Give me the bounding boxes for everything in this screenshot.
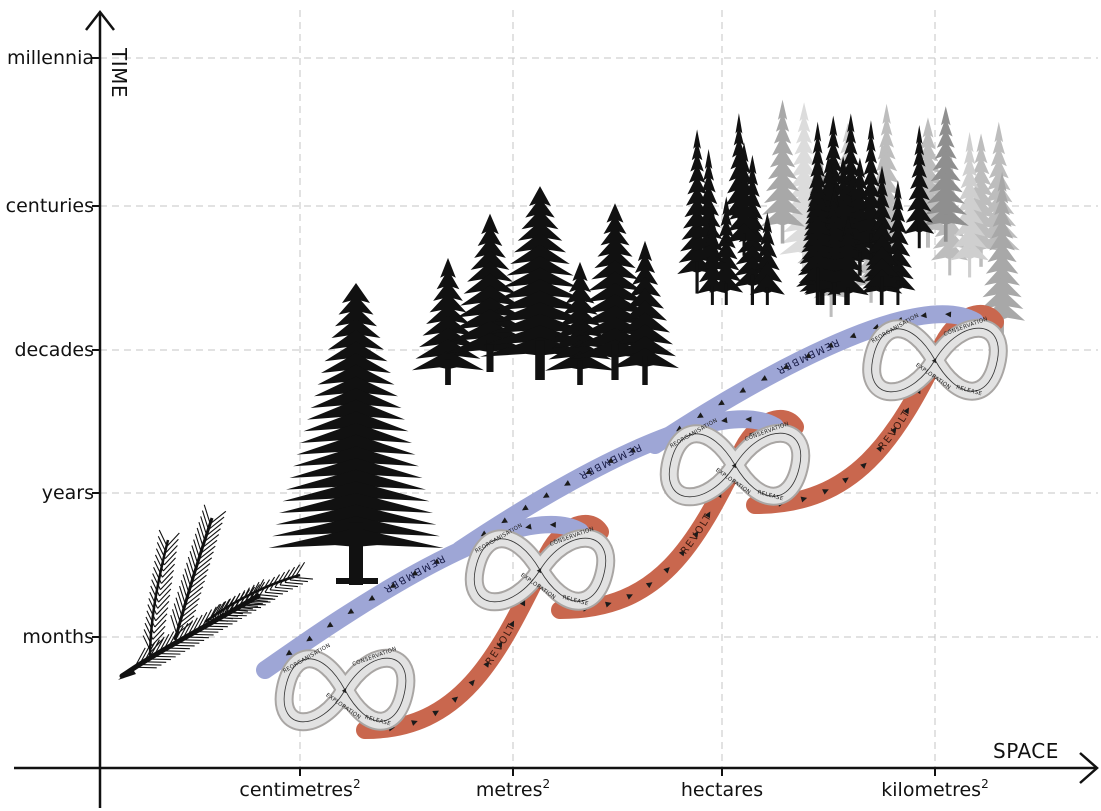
space-scale-base: kilometres — [881, 779, 981, 801]
tree-icon — [611, 240, 679, 385]
tree-group-icon — [412, 186, 679, 385]
tree-icon — [862, 165, 902, 305]
single-tree-icon — [268, 283, 444, 585]
space-scale-label: kilometres2 — [881, 777, 988, 801]
time-scale-label: months — [22, 626, 94, 648]
pine-branch-icon — [118, 504, 313, 680]
tree-icon — [724, 142, 764, 256]
space-scale-base: centimetres — [239, 779, 353, 801]
remember-band-label: REMEMBER — [774, 336, 841, 376]
space-scale-base: metres — [476, 779, 543, 801]
space-scale-sup: 2 — [981, 777, 989, 791]
x-axis — [14, 752, 1099, 784]
space-scale-base: hectares — [681, 779, 763, 801]
tree-icon — [922, 106, 969, 242]
forest-icon — [677, 99, 1026, 341]
tree-icon — [979, 171, 1026, 341]
space-scale-label: metres2 — [476, 777, 550, 801]
y-axis — [85, 9, 115, 808]
y-axis-title: TIME — [107, 47, 131, 98]
tree-icon — [749, 212, 785, 305]
time-scale-label: millennia — [7, 47, 94, 69]
tree-icon — [760, 99, 805, 244]
illustrations — [118, 99, 1026, 680]
time-scale-label: years — [42, 482, 94, 504]
remember-band-label: REMEMBER — [576, 441, 643, 481]
space-scale-label: centimetres2 — [239, 777, 360, 801]
tree-icon — [827, 216, 869, 305]
remember-band-label: REMEMBER — [381, 552, 447, 595]
tree-icon — [412, 257, 484, 385]
time-scale-label: decades — [15, 339, 95, 361]
tree-icon — [798, 121, 837, 305]
time-scale-label: centuries — [6, 195, 94, 217]
space-scale-sup: 2 — [353, 777, 361, 791]
x-axis-title: SPACE — [993, 739, 1059, 763]
tree-icon — [696, 205, 728, 305]
space-scale-sup: 2 — [543, 777, 551, 791]
space-scale-labels: centimetres2 metres2 hectares kilometres2 — [239, 768, 989, 801]
space-scale-label: hectares — [681, 779, 763, 801]
tree-icon — [950, 131, 989, 278]
time-scale-labels: millennia centuries decades years months — [6, 47, 100, 648]
tree-icon — [904, 124, 935, 249]
